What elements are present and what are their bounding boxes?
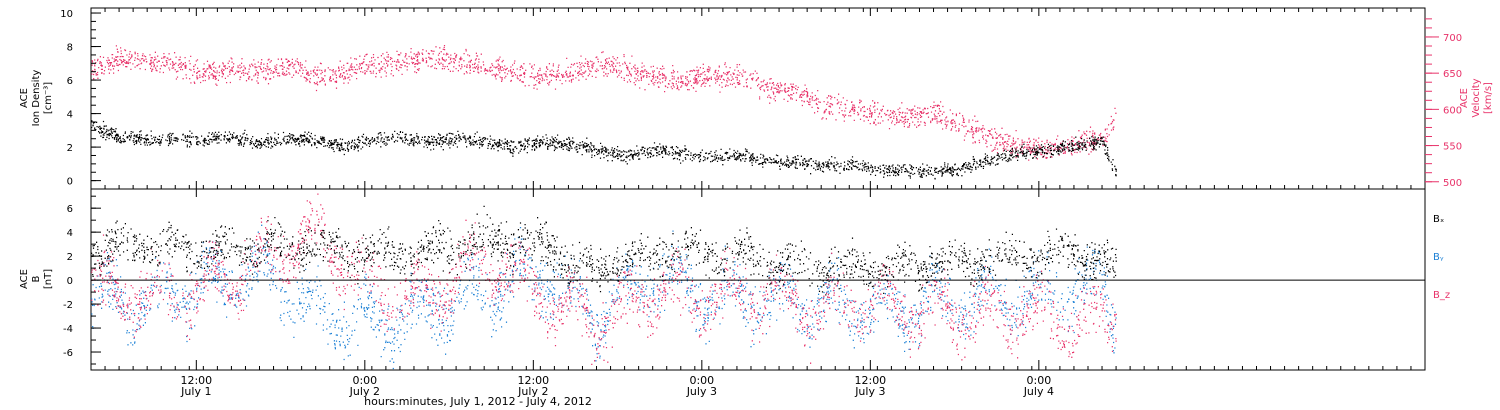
legend-bz: B_z [1433, 290, 1450, 301]
x-tick-time: 0:00 [1026, 374, 1051, 387]
density-axis-label: ACEIon Density[cm⁻³] [19, 70, 54, 127]
b-tick-label: 0 [67, 276, 73, 287]
x-tick-time: 12:00 [180, 374, 212, 387]
magnetic-field-panel: -6 -4 -2 0 2 4 6 ACEB[nT] Bₓ Bᵧ B_z [19, 188, 1450, 371]
density-tick-label: 10 [60, 9, 73, 20]
b-tick-label: 6 [67, 204, 73, 215]
x-tick-day: July 3 [854, 385, 885, 398]
velocity-tick-label: 700 [1443, 33, 1462, 44]
top-panel-marks [91, 44, 1117, 180]
x-tick-day: July 1 [180, 385, 211, 398]
x-tick-time: 0:00 [352, 374, 377, 387]
b-field-axis: -6 -4 -2 0 2 4 6 [63, 195, 101, 365]
legend-by: Bᵧ [1433, 252, 1444, 263]
axis-label-line: [km/s] [1483, 82, 1494, 114]
bottom-panel-marks [91, 193, 1425, 370]
density-tick-label: 0 [67, 177, 73, 188]
bz-points [91, 193, 1117, 366]
x-tick-time: 0:00 [689, 374, 714, 387]
density-tick-label: 8 [67, 43, 73, 54]
velocity-tick-label: 650 [1443, 69, 1462, 80]
density-points [91, 120, 1117, 180]
b-tick-label: -2 [63, 300, 73, 311]
velocity-tick-label: 600 [1443, 105, 1462, 116]
axis-label-line: ACE [1459, 88, 1470, 108]
bx-points [91, 205, 1117, 296]
b-tick-label: -4 [63, 324, 73, 335]
bottom-panel-frame [90, 188, 1426, 371]
axis-label-line: [cm⁻³] [43, 82, 54, 114]
axis-label-line: ACE [19, 269, 30, 289]
density-axis: 0 2 4 6 8 10 [60, 9, 101, 188]
density-tick-label: 6 [67, 76, 73, 87]
axis-label-line: Ion Density [31, 70, 42, 127]
velocity-axis: 500 550 600 650 700 [1425, 18, 1462, 189]
x-tick-time: 12:00 [854, 374, 886, 387]
top-panel-frame [90, 7, 1426, 190]
axis-label-line: Velocity [1471, 78, 1482, 117]
density-tick-label: 2 [67, 143, 73, 154]
velocity-points [91, 44, 1117, 161]
b-tick-label: 2 [67, 252, 73, 263]
time-axis-title: hours:minutes, July 1, 2012 - July 4, 20… [364, 395, 592, 408]
axis-label-line: [nT] [43, 269, 54, 289]
b-field-axis-label: ACEB[nT] [19, 269, 54, 289]
b-tick-label: -6 [63, 348, 73, 359]
x-tick-day: July 4 [1023, 385, 1054, 398]
velocity-tick-label: 550 [1443, 142, 1462, 153]
velocity-axis-label: ACEVelocity[km/s] [1459, 78, 1494, 117]
axis-label-line: B [31, 275, 42, 282]
axis-label-line: ACE [19, 88, 30, 108]
x-tick-day: July 2 [349, 385, 380, 398]
legend-bx: Bₓ [1433, 214, 1444, 225]
x-tick-day: July 2 [517, 385, 548, 398]
x-tick-day: July 3 [686, 385, 717, 398]
density-tick-label: 4 [67, 110, 73, 121]
b-component-legend: Bₓ Bᵧ B_z [1433, 214, 1450, 301]
x-tick-time: 12:00 [517, 374, 549, 387]
b-tick-label: 4 [67, 228, 73, 239]
velocity-tick-label: 500 [1443, 178, 1462, 189]
